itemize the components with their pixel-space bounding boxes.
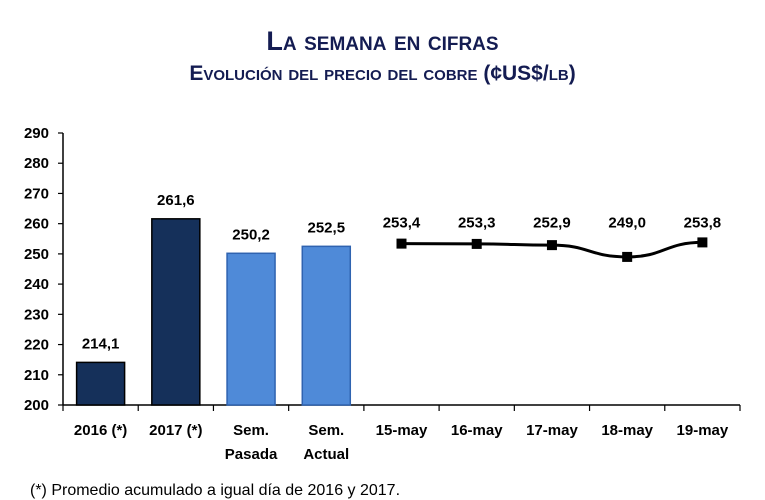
data-label: 261,6 <box>157 192 195 209</box>
data-label: 214,1 <box>82 335 120 352</box>
data-label: 253,3 <box>458 215 496 232</box>
y-tick-label: 230 <box>24 306 49 323</box>
line-marker <box>396 238 407 249</box>
x-tick-label: 2017 (*) <box>149 422 202 439</box>
footnote: (*) Promedio acumulado a igual día de 20… <box>30 482 401 499</box>
y-tick-label: 240 <box>24 276 49 293</box>
line-marker <box>622 251 633 262</box>
y-tick-label: 200 <box>24 397 49 414</box>
data-label: 252,5 <box>308 219 346 236</box>
line-marker <box>546 240 557 251</box>
y-tick-label: 270 <box>24 185 49 202</box>
bar <box>75 361 126 406</box>
chart-subtitle: Evolución del precio del cobre (¢US$/lb) <box>189 62 576 85</box>
x-tick-label: Sem. <box>308 422 344 439</box>
x-tick-label: Actual <box>303 446 349 463</box>
x-tick-label: 18-may <box>601 422 653 439</box>
y-tick-label: 210 <box>24 367 49 384</box>
bar <box>151 218 201 406</box>
y-tick-label: 220 <box>24 337 49 354</box>
bar <box>301 245 352 406</box>
data-label: 250,2 <box>232 226 270 243</box>
line-marker <box>471 238 482 249</box>
data-label: 253,8 <box>684 215 722 232</box>
data-label: 253,4 <box>383 215 421 232</box>
y-tick-label: 250 <box>24 246 49 263</box>
x-tick-label: Pasada <box>225 446 278 463</box>
line-marker <box>697 237 708 248</box>
x-tick-label: 2016 (*) <box>74 422 127 439</box>
data-label: 249,0 <box>608 215 646 232</box>
chart-title: La semana en cifras <box>266 26 499 56</box>
y-tick-label: 260 <box>24 216 49 233</box>
bar <box>226 252 276 406</box>
y-tick-label: 280 <box>24 155 49 172</box>
y-tick-label: 290 <box>24 125 49 142</box>
x-tick-label: 17-may <box>526 422 578 439</box>
x-tick-label: 15-may <box>376 422 428 439</box>
x-tick-label: 16-may <box>451 422 503 439</box>
data-label: 252,9 <box>533 215 571 232</box>
x-tick-label: Sem. <box>233 422 269 439</box>
x-tick-label: 19-may <box>677 422 729 439</box>
